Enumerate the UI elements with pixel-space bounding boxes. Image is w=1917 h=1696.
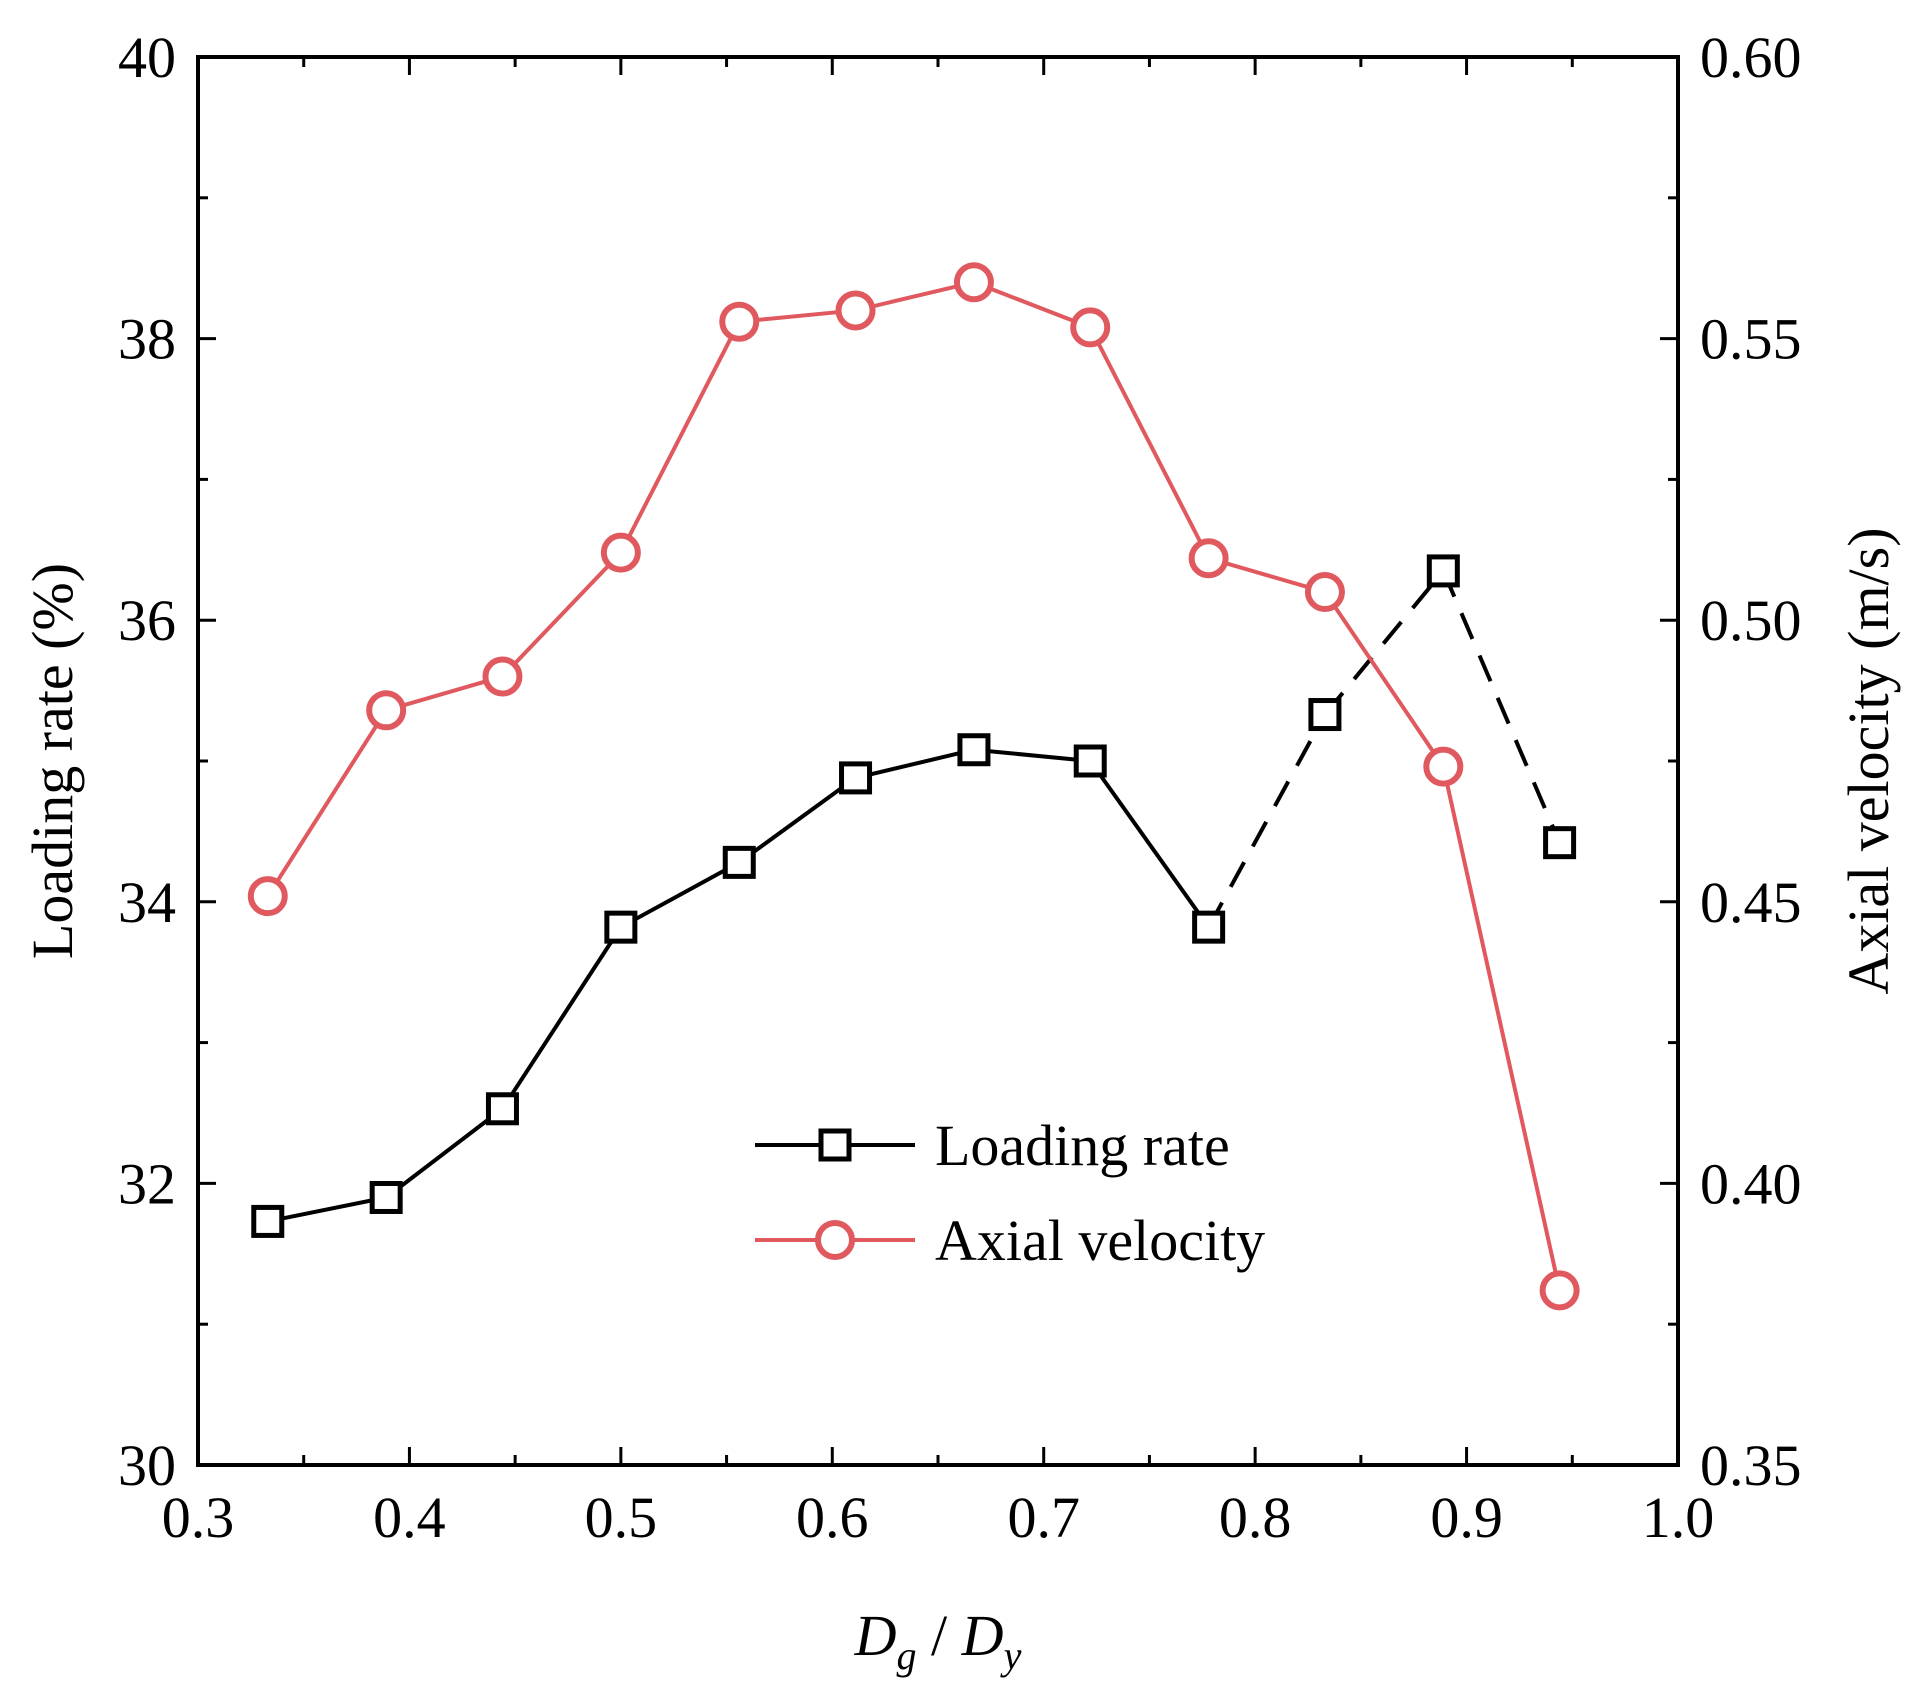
axial-velocity-point: [1423, 746, 1464, 787]
y-left-tick-label: 32: [118, 1151, 176, 1216]
loading-rate-point: [1192, 910, 1226, 944]
legend-marker-square: [818, 1128, 852, 1162]
right-y-axis-ticks: 0.35 0.40 0.45 0.50 0.55 0.60: [1660, 25, 1802, 1498]
legend-marker-circle: [815, 1220, 855, 1260]
axial-velocity-point: [600, 532, 641, 573]
y-left-tick-label: 30: [118, 1433, 176, 1498]
y-left-tick-label: 34: [118, 870, 176, 935]
loading-rate-point: [251, 1204, 285, 1238]
axial-velocity-segment: [973, 280, 1091, 330]
axial-velocity-segment: [855, 280, 975, 313]
y-right-tick-label: 0.40: [1700, 1151, 1802, 1216]
axial-velocity-point: [366, 690, 407, 731]
loading-rate-segment: [973, 747, 1091, 763]
axial-velocity-segment: [1088, 326, 1211, 560]
axial-velocity-segment: [501, 551, 623, 678]
y-right-tick-label: 0.35: [1700, 1433, 1802, 1498]
loading-rate-point: [485, 1092, 519, 1126]
x-tick-label: 0.6: [796, 1485, 869, 1550]
y-left-tick-label: 40: [118, 25, 176, 90]
x-axis-title-separator: /: [917, 1603, 962, 1668]
series-layer: [247, 262, 1580, 1311]
legend-label-axial-velocity: Axial velocity: [935, 1208, 1265, 1273]
axial-velocity-segment: [266, 709, 388, 898]
axial-velocity-segment: [1208, 556, 1326, 594]
y-right-tick-label: 0.50: [1700, 588, 1802, 653]
x-tick-label: 0.8: [1219, 1485, 1292, 1550]
loading-rate-segment: [1323, 569, 1445, 716]
x-tick-label: 0.7: [1007, 1485, 1080, 1550]
axial-velocity-point: [482, 656, 523, 697]
loading-rate-point: [957, 733, 991, 767]
loading-rate-point: [839, 761, 873, 795]
loading-rate-point: [369, 1180, 403, 1214]
x-tick-label: 0.3: [162, 1485, 235, 1550]
axial-velocity-point: [719, 301, 760, 342]
loading-rate-segment: [1206, 713, 1327, 929]
x-tick-label: 0.9: [1430, 1485, 1503, 1550]
y-left-tick-label: 38: [118, 307, 176, 372]
axial-velocity-segment: [1323, 590, 1445, 768]
axial-velocity-segment: [385, 674, 504, 713]
loading-rate-point: [722, 845, 756, 879]
x-axis-title-main-b: D: [961, 1603, 1004, 1668]
loading-rate-point: [1308, 698, 1342, 732]
loading-rate-segment: [1441, 570, 1562, 844]
y-left-tick-label: 36: [118, 588, 176, 653]
left-y-axis-ticks: 30 32 34 36 38 40: [118, 25, 216, 1498]
y-right-tick-label: 0.60: [1700, 25, 1802, 90]
loading-rate-point: [1073, 744, 1107, 778]
axial-velocity-segment: [619, 320, 742, 554]
loading-rate-point: [604, 910, 638, 944]
right-y-axis-title: Axial velocity (m/s): [1836, 527, 1901, 994]
loading-rate-segment: [267, 1195, 387, 1224]
x-axis-title-sub-b: y: [1000, 1633, 1022, 1678]
loading-rate-segment: [855, 747, 975, 780]
loading-rate-segment: [619, 860, 741, 929]
axial-velocity-segment: [1441, 766, 1562, 1291]
x-axis-title: Dg / Dy: [854, 1603, 1022, 1678]
y-right-tick-label: 0.45: [1700, 870, 1802, 935]
axial-velocity-point: [1070, 307, 1111, 348]
legend: Loading rate Axial velocity: [755, 1113, 1265, 1273]
loading-rate-segment: [500, 926, 623, 1110]
left-y-axis-title: Loading rate (%): [20, 563, 85, 959]
axial-velocity-point: [1539, 1270, 1580, 1311]
axial-velocity-point: [1304, 572, 1345, 613]
x-axis-title-main-a: D: [854, 1603, 897, 1668]
loading-rate-segment: [1088, 759, 1211, 929]
loading-rate-segment: [384, 1107, 504, 1200]
legend-label-loading-rate: Loading rate: [935, 1113, 1230, 1178]
loading-rate-point: [1543, 826, 1577, 860]
axial-velocity-point: [1188, 538, 1229, 579]
loading-rate-segment: [738, 776, 857, 864]
axial-velocity-point: [835, 290, 876, 331]
x-tick-label: 1.0: [1642, 1485, 1715, 1550]
y-right-tick-label: 0.55: [1700, 307, 1802, 372]
x-axis-ticks: 0.3 0.4 0.5 0.6 0.7 0.8 0.9 1.0: [162, 57, 1715, 1550]
x-axis-title-sub-a: g: [897, 1633, 917, 1678]
loading-rate-point: [1426, 554, 1460, 588]
axial-velocity-point: [953, 262, 994, 303]
x-tick-label: 0.5: [585, 1485, 658, 1550]
axial-velocity-point: [247, 876, 288, 917]
x-tick-label: 0.4: [373, 1485, 446, 1550]
